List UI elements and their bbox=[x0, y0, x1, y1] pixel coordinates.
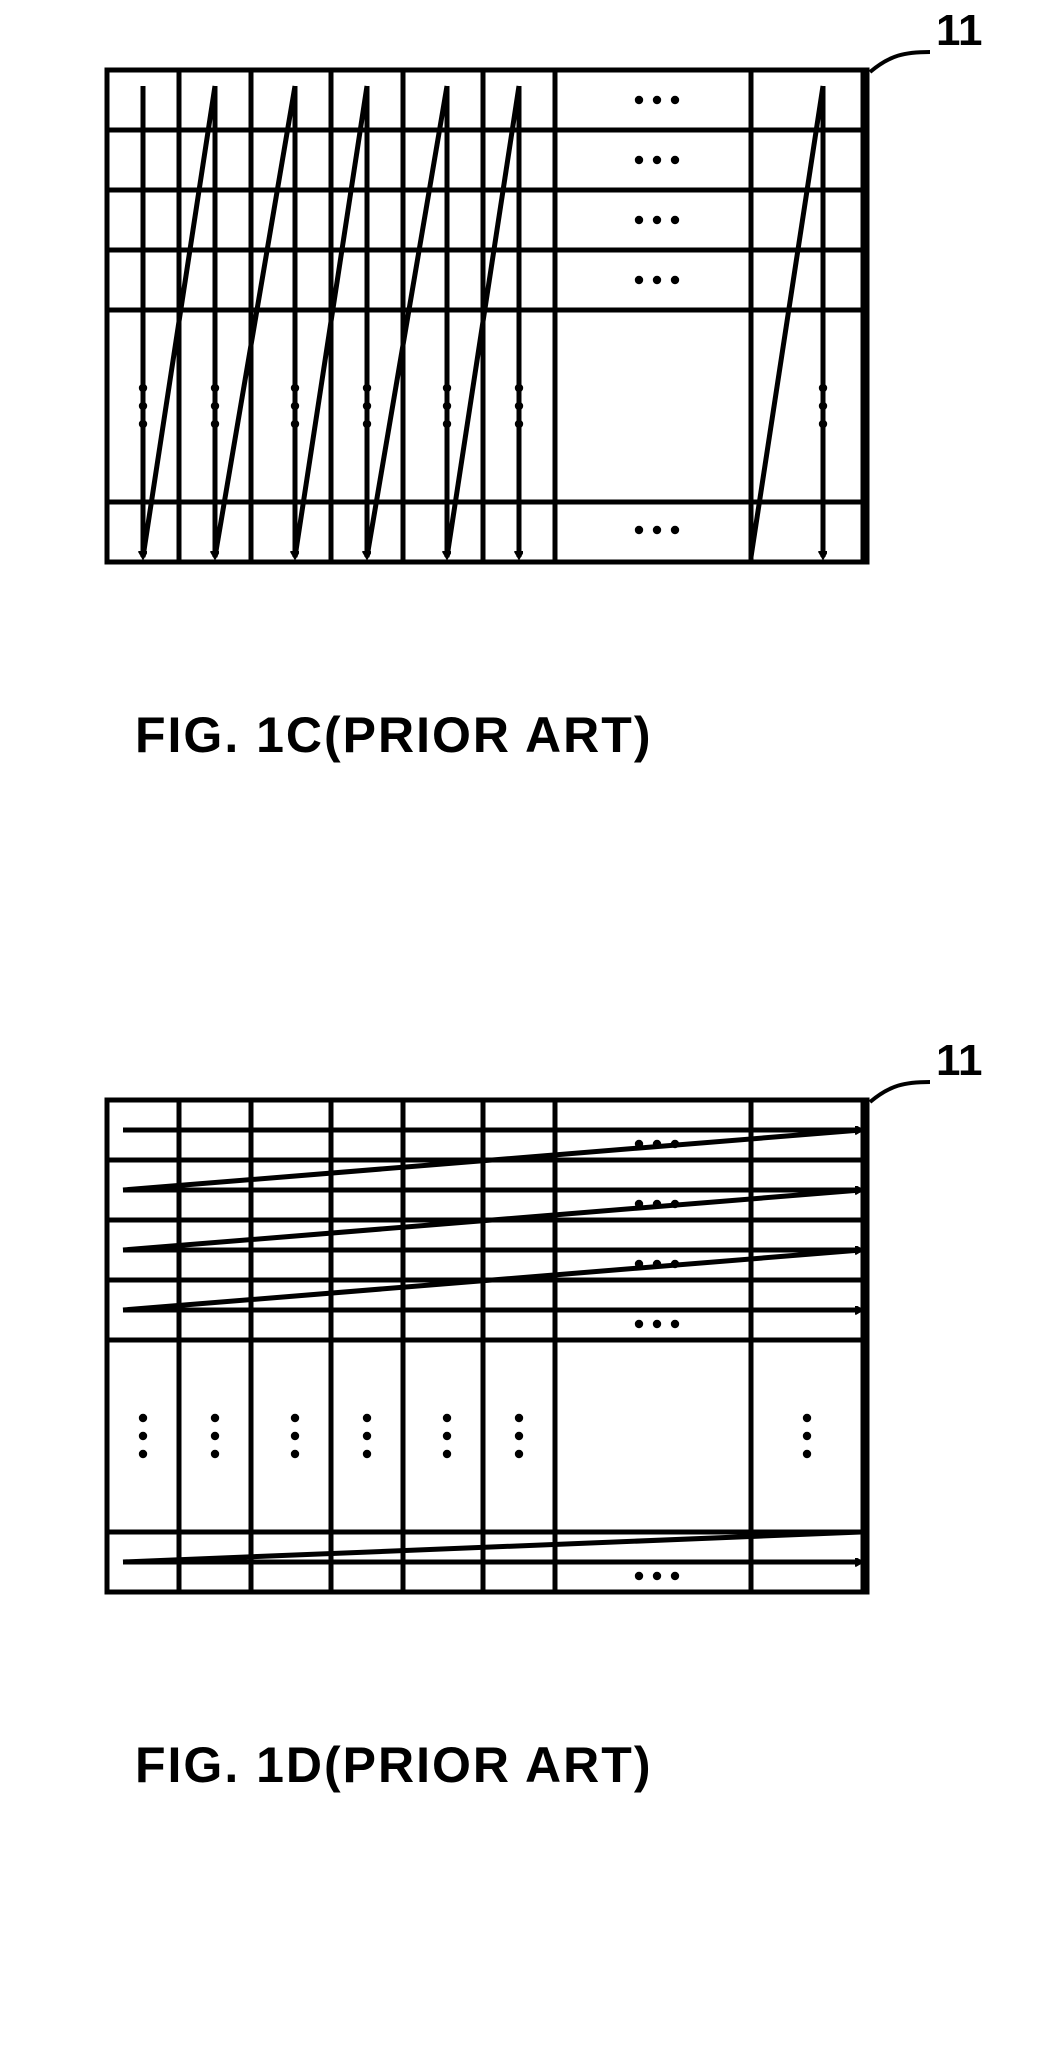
figure-1c-ref-label: 11 bbox=[936, 6, 983, 56]
figure-1c-caption: FIG. 1C(PRIOR ART) bbox=[135, 706, 652, 764]
figure-1d-ref-label: 11 bbox=[936, 1036, 983, 1086]
figure-1d-caption: FIG. 1D(PRIOR ART) bbox=[135, 1736, 652, 1794]
figure-1d bbox=[107, 1100, 927, 1640]
figure-1c bbox=[107, 70, 927, 610]
page: 11 FIG. 1C(PRIOR ART) 11 FIG. 1D(PRIOR A… bbox=[0, 0, 1037, 2054]
